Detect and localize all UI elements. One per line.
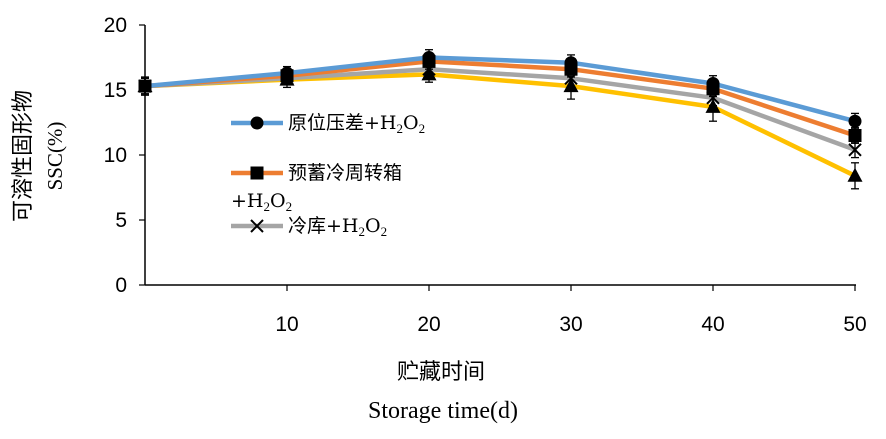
y-tick-label: 10 bbox=[104, 144, 127, 167]
y-tick-labels: 0 5 10 15 20 bbox=[104, 14, 145, 297]
x-tick-label: 50 bbox=[843, 313, 866, 336]
x-axis-label-en: Storage time(d) bbox=[368, 398, 518, 424]
data-point-x-legend bbox=[250, 219, 264, 233]
data-point-square-legend bbox=[250, 166, 264, 180]
data-point-circle bbox=[280, 66, 294, 80]
series-layer bbox=[137, 49, 863, 190]
x-tick-label: 30 bbox=[559, 313, 582, 336]
data-point-circle bbox=[564, 56, 578, 70]
x-tick-labels: 10 20 30 40 50 bbox=[275, 285, 867, 336]
y-tick-label: 0 bbox=[115, 274, 127, 297]
data-point-circle-legend bbox=[250, 116, 264, 130]
y-tick-label: 5 bbox=[115, 209, 127, 232]
legend-label: 预蓄冷周转箱 bbox=[288, 162, 402, 184]
legend-item-2: 预蓄冷周转箱 +H2O2 bbox=[231, 162, 402, 214]
x-axis-label-cn: 贮藏时间 bbox=[397, 360, 485, 385]
series-1 bbox=[144, 55, 856, 124]
series-line bbox=[144, 55, 856, 124]
x-tick-label: 20 bbox=[417, 313, 440, 336]
legend-label: 原位压差+H2O2 bbox=[288, 112, 425, 136]
data-point-circle bbox=[422, 51, 436, 64]
y-axis-label-cn: 可溶性固形物 bbox=[11, 90, 36, 222]
y-axis-label-en: SSC(%) bbox=[43, 122, 67, 191]
data-point-square bbox=[848, 129, 862, 142]
legend-item-1: 原位压差+H2O2 bbox=[231, 112, 425, 136]
x-tick-label: 40 bbox=[701, 313, 724, 336]
data-point-x bbox=[848, 143, 862, 157]
y-tick-label: 15 bbox=[104, 79, 127, 102]
y-tick-label: 20 bbox=[104, 14, 127, 37]
series-1-points bbox=[138, 49, 862, 130]
legend-label-line2: +H2O2 bbox=[231, 190, 292, 214]
data-point-circle bbox=[706, 77, 720, 90]
data-point-triangle bbox=[847, 167, 863, 182]
data-point-circle bbox=[848, 114, 862, 128]
data-point-circle bbox=[138, 79, 152, 93]
legend-item-3: 冷库+H2O2 bbox=[231, 215, 387, 239]
legend-label: 冷库+H2O2 bbox=[288, 215, 387, 239]
x-tick-label: 10 bbox=[275, 313, 298, 336]
